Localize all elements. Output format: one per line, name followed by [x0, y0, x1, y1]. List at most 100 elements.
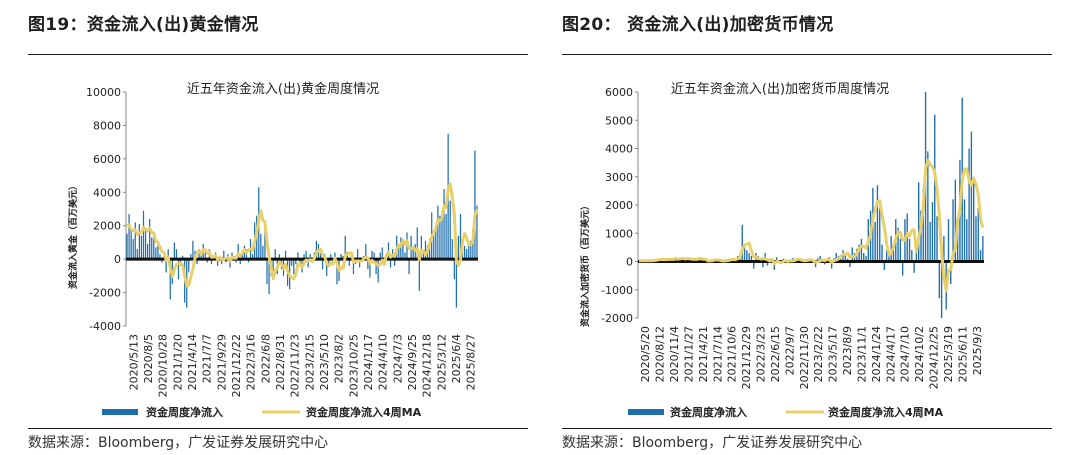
chart-title: 近五年资金流入(出)加密货币周度情况	[671, 81, 889, 97]
flow-bar	[817, 258, 819, 262]
flow-bar	[229, 259, 231, 268]
flow-bar	[420, 235, 423, 260]
flow-bar	[237, 244, 239, 260]
x-tick-label: 2024/10/2	[913, 326, 926, 382]
figure-title: 图20： 资金流入(出)加密货币情况	[562, 15, 834, 35]
flow-bar	[418, 259, 420, 291]
flow-bar	[860, 238, 863, 262]
flow-bar	[402, 240, 404, 260]
flow-bar	[134, 222, 136, 260]
x-tick-label: 2025/3/19	[942, 326, 955, 382]
bottom-rule	[28, 428, 528, 429]
flow-bar	[157, 240, 159, 260]
x-tick-label: 2020/10/28	[157, 334, 170, 397]
x-tick-label: 2021/12/22	[230, 334, 243, 397]
flow-bar	[321, 259, 324, 270]
flow-bar	[901, 261, 904, 276]
flow-bar	[297, 252, 299, 260]
flow-bar	[190, 254, 192, 260]
flow-bar	[938, 261, 940, 299]
top-rule	[562, 54, 1052, 55]
flow-bar	[274, 249, 276, 260]
flow-bar	[295, 259, 297, 265]
flow-bar	[466, 249, 468, 260]
flow-bar	[188, 259, 190, 273]
flow-bar	[931, 202, 934, 262]
flow-bar	[173, 242, 175, 260]
flow-bar	[464, 245, 466, 260]
flow-bar	[433, 235, 435, 260]
flow-bar	[169, 259, 171, 300]
flow-bar	[398, 245, 400, 260]
ma-line	[639, 159, 985, 292]
flow-bar	[457, 235, 460, 260]
flow-bar	[147, 244, 149, 260]
flow-bar	[441, 210, 443, 260]
flow-bar	[892, 244, 895, 262]
flow-bar	[330, 254, 332, 260]
flow-bar	[936, 216, 938, 262]
x-tick-label: 2025/6/4	[450, 334, 463, 383]
flow-bar	[196, 259, 198, 265]
gold-flow-chart: 近五年资金流入(出)黄金周度情况 资金流入黄金（百万美元） 10000 8000 6…	[67, 81, 479, 419]
flow-bar	[272, 259, 274, 271]
flow-bar	[132, 239, 134, 260]
flow-bar	[394, 259, 396, 266]
flow-bar	[835, 253, 837, 262]
flow-bar	[947, 219, 950, 262]
x-tick-label: 2021/4/21	[697, 326, 710, 382]
x-tick-label: 2024/1/17	[362, 334, 375, 390]
flow-bar	[922, 188, 924, 262]
flow-bar	[956, 230, 959, 262]
flow-bar	[278, 254, 280, 260]
flow-bar	[913, 261, 915, 273]
gold-flow-panel: 图19：资金流入(出)黄金情况 近五年资金流入(出)黄金周度情况 资金流入黄金（…	[28, 15, 528, 451]
flow-bar	[814, 261, 817, 268]
y-tick-label: 6000	[605, 86, 633, 99]
flow-bar	[344, 235, 346, 260]
flow-bar	[177, 259, 180, 280]
x-tick-label: 2024/12/25	[928, 326, 941, 389]
flow-bar	[204, 252, 206, 260]
flow-bar	[342, 255, 344, 260]
flow-bar	[247, 259, 250, 263]
flow-bar	[161, 259, 163, 263]
y-tick-label: 2000	[605, 199, 633, 212]
flow-bar	[459, 214, 462, 260]
y-tick-label: 2000	[93, 220, 121, 233]
flow-bar	[181, 255, 184, 260]
y-axis-label: 资金流入加密货币（百万美元）	[579, 201, 591, 327]
flow-bar	[223, 250, 225, 260]
flow-bar	[766, 261, 769, 266]
flow-bar	[293, 259, 295, 275]
plot-area: 6000 5000 4000 3000 2000 1000 0 -1000 -2000 2020/…	[601, 86, 985, 389]
flow-bar	[340, 254, 342, 260]
y-tick-label: 1000	[605, 227, 633, 240]
flow-bar	[470, 240, 472, 260]
flow-bar	[379, 252, 381, 260]
y-tick-label: 8000	[93, 119, 121, 132]
legend-ma-label: 资金周度净流入4周MA	[306, 405, 422, 419]
x-tick-label: 2022/6/8	[259, 334, 272, 383]
flow-bar	[874, 221, 876, 262]
flow-bar	[474, 150, 476, 260]
flow-bar	[165, 259, 167, 273]
flow-bar	[927, 151, 929, 262]
flow-bar	[210, 259, 213, 265]
flow-bar	[929, 221, 931, 262]
flow-bar	[251, 254, 254, 260]
x-tick-label: 2021/7/14	[711, 326, 724, 382]
flow-bar	[221, 259, 223, 265]
flow-bar	[299, 259, 301, 263]
flow-bar	[346, 254, 348, 260]
flow-bar	[144, 229, 147, 260]
flow-bar	[266, 259, 268, 285]
flow-bar	[968, 148, 970, 262]
flow-bar	[858, 244, 860, 262]
flow-bar	[326, 259, 328, 276]
flow-bar	[750, 255, 753, 262]
flow-bar	[911, 250, 913, 262]
flow-bar	[918, 182, 920, 262]
flow-bar	[851, 247, 853, 262]
y-tick-label: 4000	[93, 186, 121, 199]
